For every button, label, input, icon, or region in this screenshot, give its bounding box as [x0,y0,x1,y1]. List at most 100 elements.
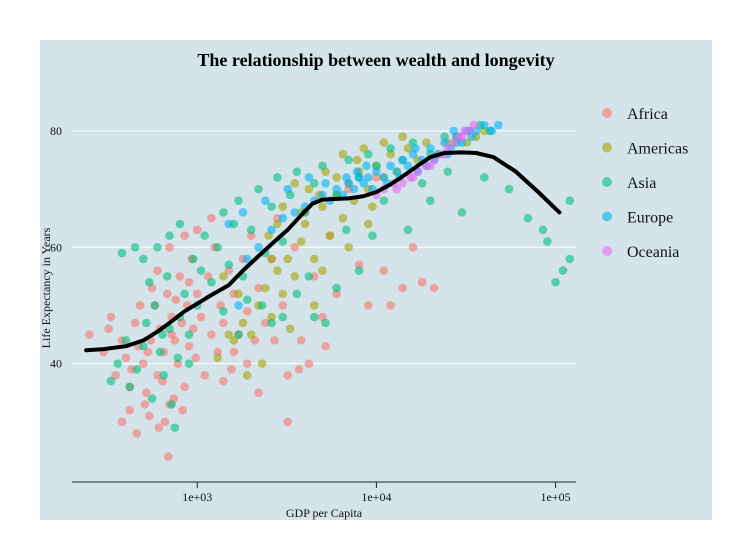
data-point-americas [224,330,234,339]
data-point-europe [398,155,407,165]
data-point-africa [111,370,120,380]
data-point-asia [207,277,216,287]
data-point-asia [130,242,140,252]
data-point-americas [234,289,243,299]
data-point-asia [234,330,243,339]
data-point-asia [188,254,198,264]
data-point-africa [192,289,202,299]
data-point-africa [386,301,395,310]
legend-label-europe: Europe [627,210,673,227]
data-point-europe [487,126,497,136]
data-point-asia [479,173,489,182]
data-point-africa [417,277,427,287]
data-point-asia [278,312,288,322]
data-point-asia [565,254,575,264]
data-point-asia [273,173,282,182]
legend-marker-europe [602,211,612,222]
data-point-africa [153,370,162,380]
data-point-asia [443,167,453,176]
y-tick-label: 60 [50,240,62,254]
data-point-africa [171,295,181,304]
data-point-asia [246,225,256,235]
legend-label-asia: Asia [627,175,656,192]
data-point-africa [227,365,236,374]
data-point-africa [192,225,202,235]
data-point-americas [338,149,348,159]
data-point-asia [175,219,185,229]
data-point-africa [154,423,164,432]
data-point-asia [219,208,228,217]
data-point-europe [318,190,327,200]
data-point-americas [273,219,282,229]
data-point-africa [143,347,153,357]
data-point-africa [153,266,162,275]
data-point-europe [411,144,420,153]
data-point-americas [309,254,319,264]
data-point-asia [292,167,302,176]
data-point-africa [207,330,216,339]
data-point-africa [178,405,188,415]
data-point-europe [372,167,381,176]
legend-marker-africa [602,108,612,118]
data-point-asia [121,336,131,345]
data-point-asia [142,318,151,328]
data-point-asia [551,277,560,287]
data-point-europe [479,120,489,130]
data-point-europe [278,213,288,223]
data-point-asia [379,196,389,206]
data-point-asia [117,248,127,258]
data-point-africa [283,370,293,380]
data-point-asia [200,231,209,240]
data-point-africa [184,341,194,351]
data-point-asia [292,289,302,299]
data-point-americas [267,254,276,264]
data-point-asia [144,277,154,287]
data-point-africa [408,242,418,252]
data-point-oceania [465,126,474,136]
x-tick-label: 1e+04 [361,490,391,504]
data-point-africa [219,376,228,386]
data-point-oceania [398,178,407,188]
data-point-asia [368,231,377,240]
data-point-europe [352,167,362,176]
data-point-asia [219,306,228,316]
data-point-asia [318,161,327,171]
data-point-asia [155,347,165,357]
data-point-asia [139,341,148,351]
data-point-asia [304,272,314,281]
data-point-oceania [426,161,435,171]
data-point-africa [200,370,209,380]
data-point-africa [104,324,113,334]
data-point-africa [121,353,131,363]
data-point-americas [338,213,348,223]
data-point-asia [457,208,467,217]
y-tick-label: 80 [50,124,62,138]
legend-marker-asia [602,177,612,187]
data-point-africa [254,283,263,293]
data-point-africa [304,359,314,368]
data-point-asia [170,423,180,432]
x-tick-label: 1e+05 [541,490,571,504]
data-point-americas [229,336,239,345]
data-point-asia [153,242,162,252]
data-point-europe [332,184,341,194]
data-point-europe [349,184,359,194]
data-point-asia [180,289,189,299]
data-point-europe [304,173,314,182]
data-point-asia [159,370,169,380]
data-point-asia [242,295,252,304]
data-point-africa [296,336,306,345]
legend: Africa Americas Asia Europe Oceania [602,106,688,261]
trend-line [84,150,562,353]
data-point-asia [403,225,413,235]
data-point-africa [290,242,300,252]
data-point-asia [267,318,276,328]
data-point-asia [158,330,167,339]
data-point-oceania [392,184,402,194]
data-point-asia [184,359,194,368]
data-point-asia [213,242,222,252]
data-point-africa [429,283,439,293]
data-point-asia [165,231,174,240]
data-point-africa [219,318,228,328]
